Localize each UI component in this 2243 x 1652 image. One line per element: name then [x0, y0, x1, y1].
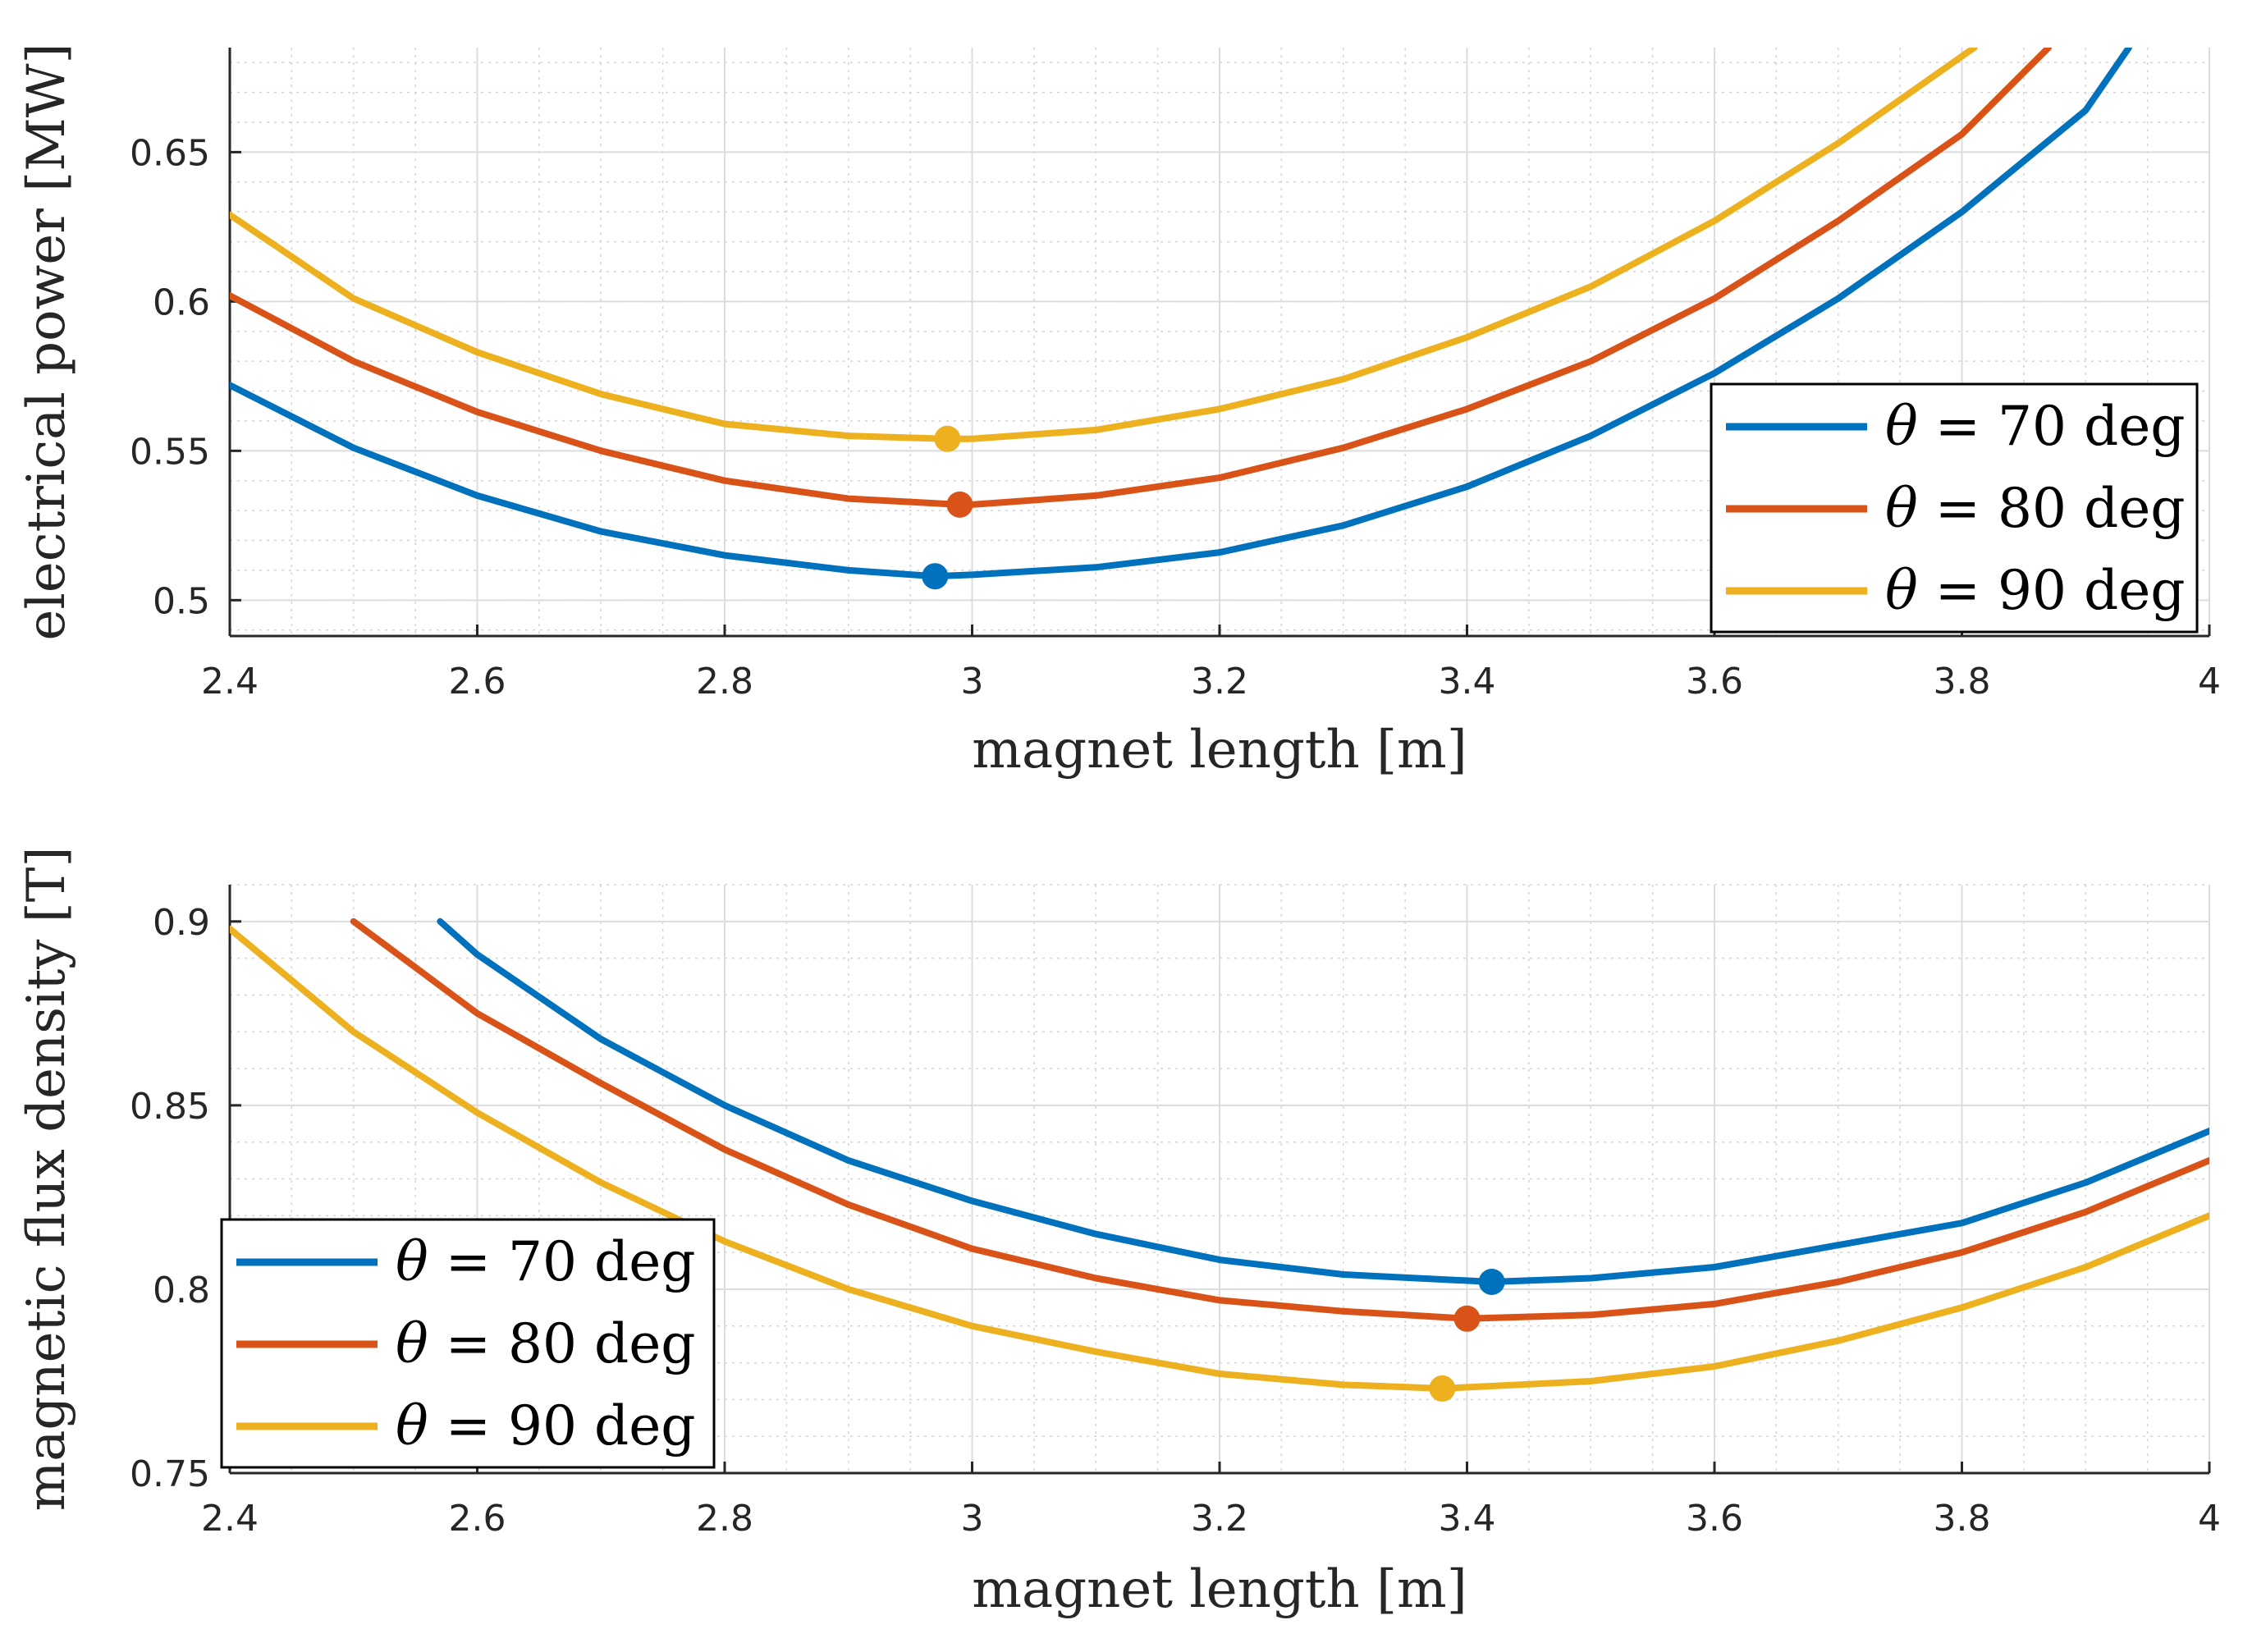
- legend-label-1: θ = 70 deg: [396, 1230, 696, 1293]
- y-tick-label: 0.6: [153, 281, 210, 323]
- series-line-1: [230, 48, 2132, 580]
- legend-value-text: = 70 deg: [1918, 395, 2186, 458]
- optimum-marker-2: [946, 491, 973, 518]
- legend-theta-symbol: θ: [1885, 559, 1918, 622]
- y-tick-label: 0.9: [153, 902, 210, 944]
- series-line-1: [437, 918, 2209, 1285]
- y-tick-label: 0.8: [153, 1270, 210, 1311]
- y-tick-label: 0.55: [130, 431, 210, 473]
- chart-2: 2.4 2.6 2.8 3 3.2 3.4 3.6 3.8 4 0.75 0.8 0.85 0.9 mag…: [16, 847, 2221, 1620]
- x-tick-label: 3.8: [1934, 1498, 1991, 1540]
- x-tick-label: 3.8: [1934, 661, 1991, 702]
- x-tick-label: 3.4: [1439, 661, 1496, 702]
- x-tick-label: 3.6: [1686, 661, 1743, 702]
- x-tick-label: 3.4: [1439, 1498, 1496, 1540]
- legend-label-3: θ = 90 deg: [396, 1394, 696, 1458]
- legend-theta-symbol: θ: [1885, 395, 1918, 458]
- legend-value-text: = 90 deg: [428, 1394, 696, 1458]
- x-tick-label: 3.2: [1191, 661, 1248, 702]
- series-group: [230, 48, 2132, 580]
- x-tick-label: 3.2: [1191, 1498, 1248, 1540]
- legend-label-3: θ = 90 deg: [1885, 559, 2186, 622]
- series-line-3: [230, 925, 2209, 1392]
- y-tick-label: 0.85: [130, 1086, 210, 1128]
- series-line-2: [230, 48, 2052, 508]
- y-axis-label: magnetic flux density [T]: [16, 847, 77, 1512]
- legend-label-2: θ = 80 deg: [396, 1312, 696, 1375]
- chart-1: 2.4 2.6 2.8 3 3.2 3.4 3.6 3.8 4 0.5 0.55 0.6 0.65 mag…: [16, 43, 2221, 781]
- optimum-marker-2: [1453, 1305, 1481, 1332]
- y-tick-label: 0.75: [130, 1453, 210, 1495]
- x-tick-label: 2.4: [201, 661, 259, 702]
- x-tick-label: 3: [961, 1498, 984, 1540]
- legend-theta-symbol: θ: [396, 1394, 428, 1458]
- legend-value-text: = 80 deg: [1918, 477, 2186, 540]
- x-axis-label: magnet length [m]: [972, 720, 1467, 780]
- legend-value-text: = 90 deg: [1918, 559, 2186, 622]
- legend-theta-symbol: θ: [1885, 477, 1918, 540]
- optimum-marker-3: [934, 425, 961, 452]
- series-line-2: [350, 918, 2209, 1322]
- legend-theta-symbol: θ: [396, 1312, 428, 1375]
- x-tick-label: 4: [2198, 1498, 2221, 1540]
- optimum-marker-1: [1478, 1268, 1505, 1295]
- x-tick-label: 2.6: [449, 1498, 506, 1540]
- y-axis-label: electrical power [MW]: [16, 43, 77, 641]
- x-tick-label: 2.8: [696, 1498, 753, 1540]
- y-tick-label: 0.5: [153, 580, 210, 622]
- legend-label-1: θ = 70 deg: [1885, 395, 2186, 458]
- x-tick-label: 3: [961, 661, 984, 702]
- legend-label-2: θ = 80 deg: [1885, 477, 2186, 540]
- x-tick-label: 3.6: [1686, 1498, 1743, 1540]
- legend-value-text: = 70 deg: [428, 1230, 696, 1293]
- x-tick-label: 2.8: [696, 661, 753, 702]
- legend-value-text: = 80 deg: [428, 1312, 696, 1375]
- x-tick-label: 4: [2198, 661, 2221, 702]
- x-tick-label: 2.4: [201, 1498, 259, 1540]
- legend-theta-symbol: θ: [396, 1230, 428, 1293]
- x-tick-label: 2.6: [449, 661, 506, 702]
- series-group: [230, 918, 2209, 1392]
- optimum-marker-3: [1429, 1375, 1456, 1402]
- y-tick-label: 0.65: [130, 132, 210, 174]
- series-line-3: [230, 48, 1978, 442]
- optimum-marker-1: [922, 563, 949, 590]
- x-axis-label: magnet length [m]: [972, 1559, 1467, 1620]
